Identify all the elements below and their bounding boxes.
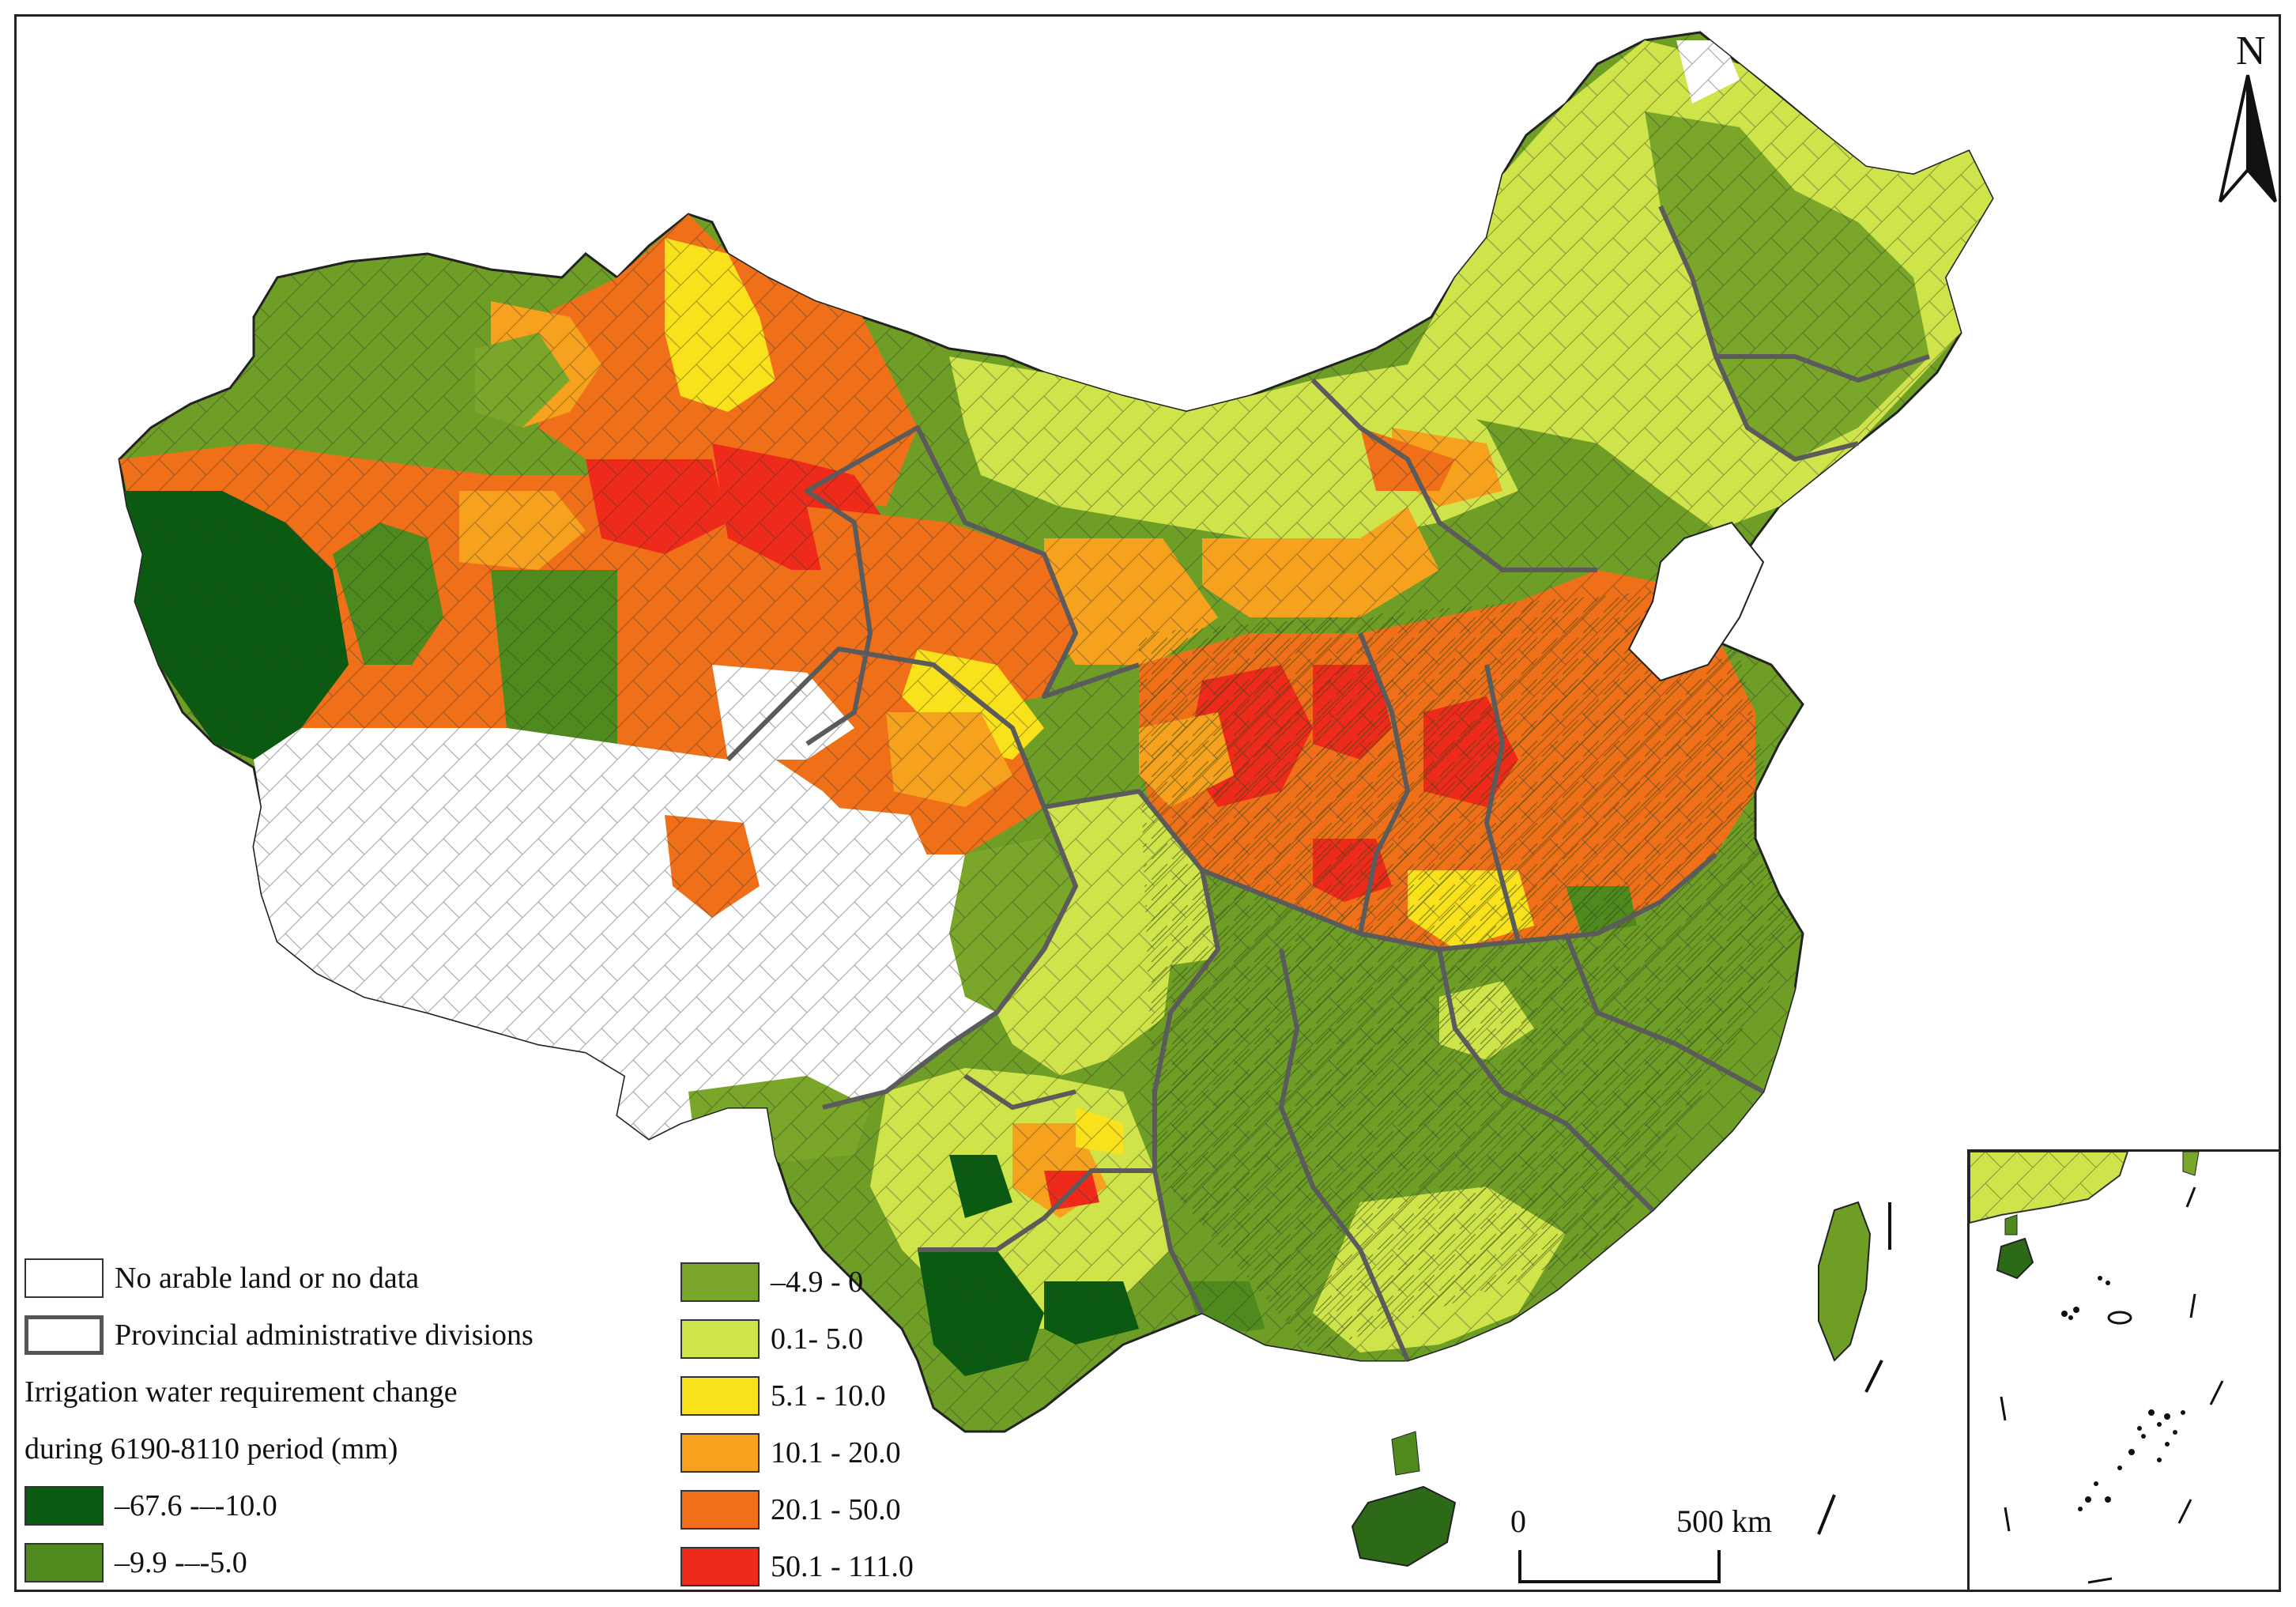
north-arrow-icon: [2219, 74, 2277, 203]
legend-heading-line1: Irrigation water requirement change: [25, 1375, 458, 1409]
legend-no-data-swatch: [25, 1258, 104, 1298]
legend-class-4-swatch: [681, 1319, 760, 1359]
inset-sea-boundary: [2000, 1186, 2224, 1584]
legend-left: No arable land or no data Provincial adm…: [25, 1250, 673, 1590]
legend-class-8-label: 50.1 - 111.0: [771, 1550, 914, 1583]
scale-bar-line: [1518, 1550, 1721, 1583]
legend-class-8: 50.1 - 111.0: [681, 1538, 997, 1590]
legend-no-data: No arable land or no data: [25, 1250, 673, 1307]
legend-class-6: 10.1 - 20.0: [681, 1424, 997, 1481]
legend-right: –4.9 - 0 0.1- 5.0 5.1 - 10.0 10.1 - 20.0…: [681, 1254, 997, 1590]
legend-class-6-label: 10.1 - 20.0: [771, 1436, 901, 1469]
legend-class-5-label: 5.1 - 10.0: [771, 1379, 886, 1413]
legend-provincial-label: Provincial administrative divisions: [115, 1318, 533, 1352]
legend-class-3: –4.9 - 0: [681, 1254, 997, 1311]
bohai-sea: [1627, 521, 1765, 682]
legend-class-4: 0.1- 5.0: [681, 1311, 997, 1367]
legend-no-data-label: No arable land or no data: [115, 1262, 420, 1295]
legend-class-5-swatch: [681, 1376, 760, 1416]
legend-class-7-swatch: [681, 1490, 760, 1530]
legend-class-8-swatch: [681, 1547, 760, 1586]
legend-class-3-label: –4.9 - 0: [771, 1266, 864, 1299]
scale-bar-start-label: 0: [1510, 1503, 1526, 1539]
legend-class-6-swatch: [681, 1433, 760, 1473]
north-arrow-label: N: [2236, 28, 2266, 74]
legend-class-1: –67.6 -–-10.0: [25, 1477, 673, 1534]
scale-bar-end-label: 500 km: [1676, 1503, 1773, 1539]
legend-class-1-swatch: [25, 1486, 104, 1526]
inset-map: [1970, 1152, 2224, 1584]
inset-islands: [2061, 1276, 2185, 1511]
legend-class-2: –9.9 -–-5.0: [25, 1534, 673, 1590]
legend-class-2-swatch: [25, 1543, 104, 1582]
legend-heading-line2: during 6190-8110 period (mm): [25, 1432, 398, 1466]
scale-bar: 0 500 km: [1510, 1503, 1842, 1590]
hainan: [1351, 1485, 1457, 1567]
legend-class-1-label: –67.6 -–-10.0: [115, 1489, 277, 1522]
map-frame: N No arable land or no data Provincial a…: [14, 14, 2281, 1592]
provincial-boundaries: [726, 205, 1930, 1362]
china-map: [118, 31, 1994, 1567]
legend-provincial-swatch: [25, 1315, 104, 1355]
legend-class-7: 20.1 - 50.0: [681, 1481, 997, 1538]
taiwan: [1818, 1201, 1872, 1362]
south-china-sea-inset: [1967, 1149, 2279, 1590]
sea-boundary-dashes: [1817, 1202, 1891, 1535]
legend-class-4-label: 0.1- 5.0: [771, 1322, 864, 1356]
legend-class-3-swatch: [681, 1262, 760, 1302]
legend-class-2-label: –9.9 -–-5.0: [115, 1546, 247, 1579]
legend-provincial: Provincial administrative divisions: [25, 1307, 673, 1364]
legend-class-5: 5.1 - 10.0: [681, 1367, 997, 1424]
legend-class-7-label: 20.1 - 50.0: [771, 1493, 901, 1526]
